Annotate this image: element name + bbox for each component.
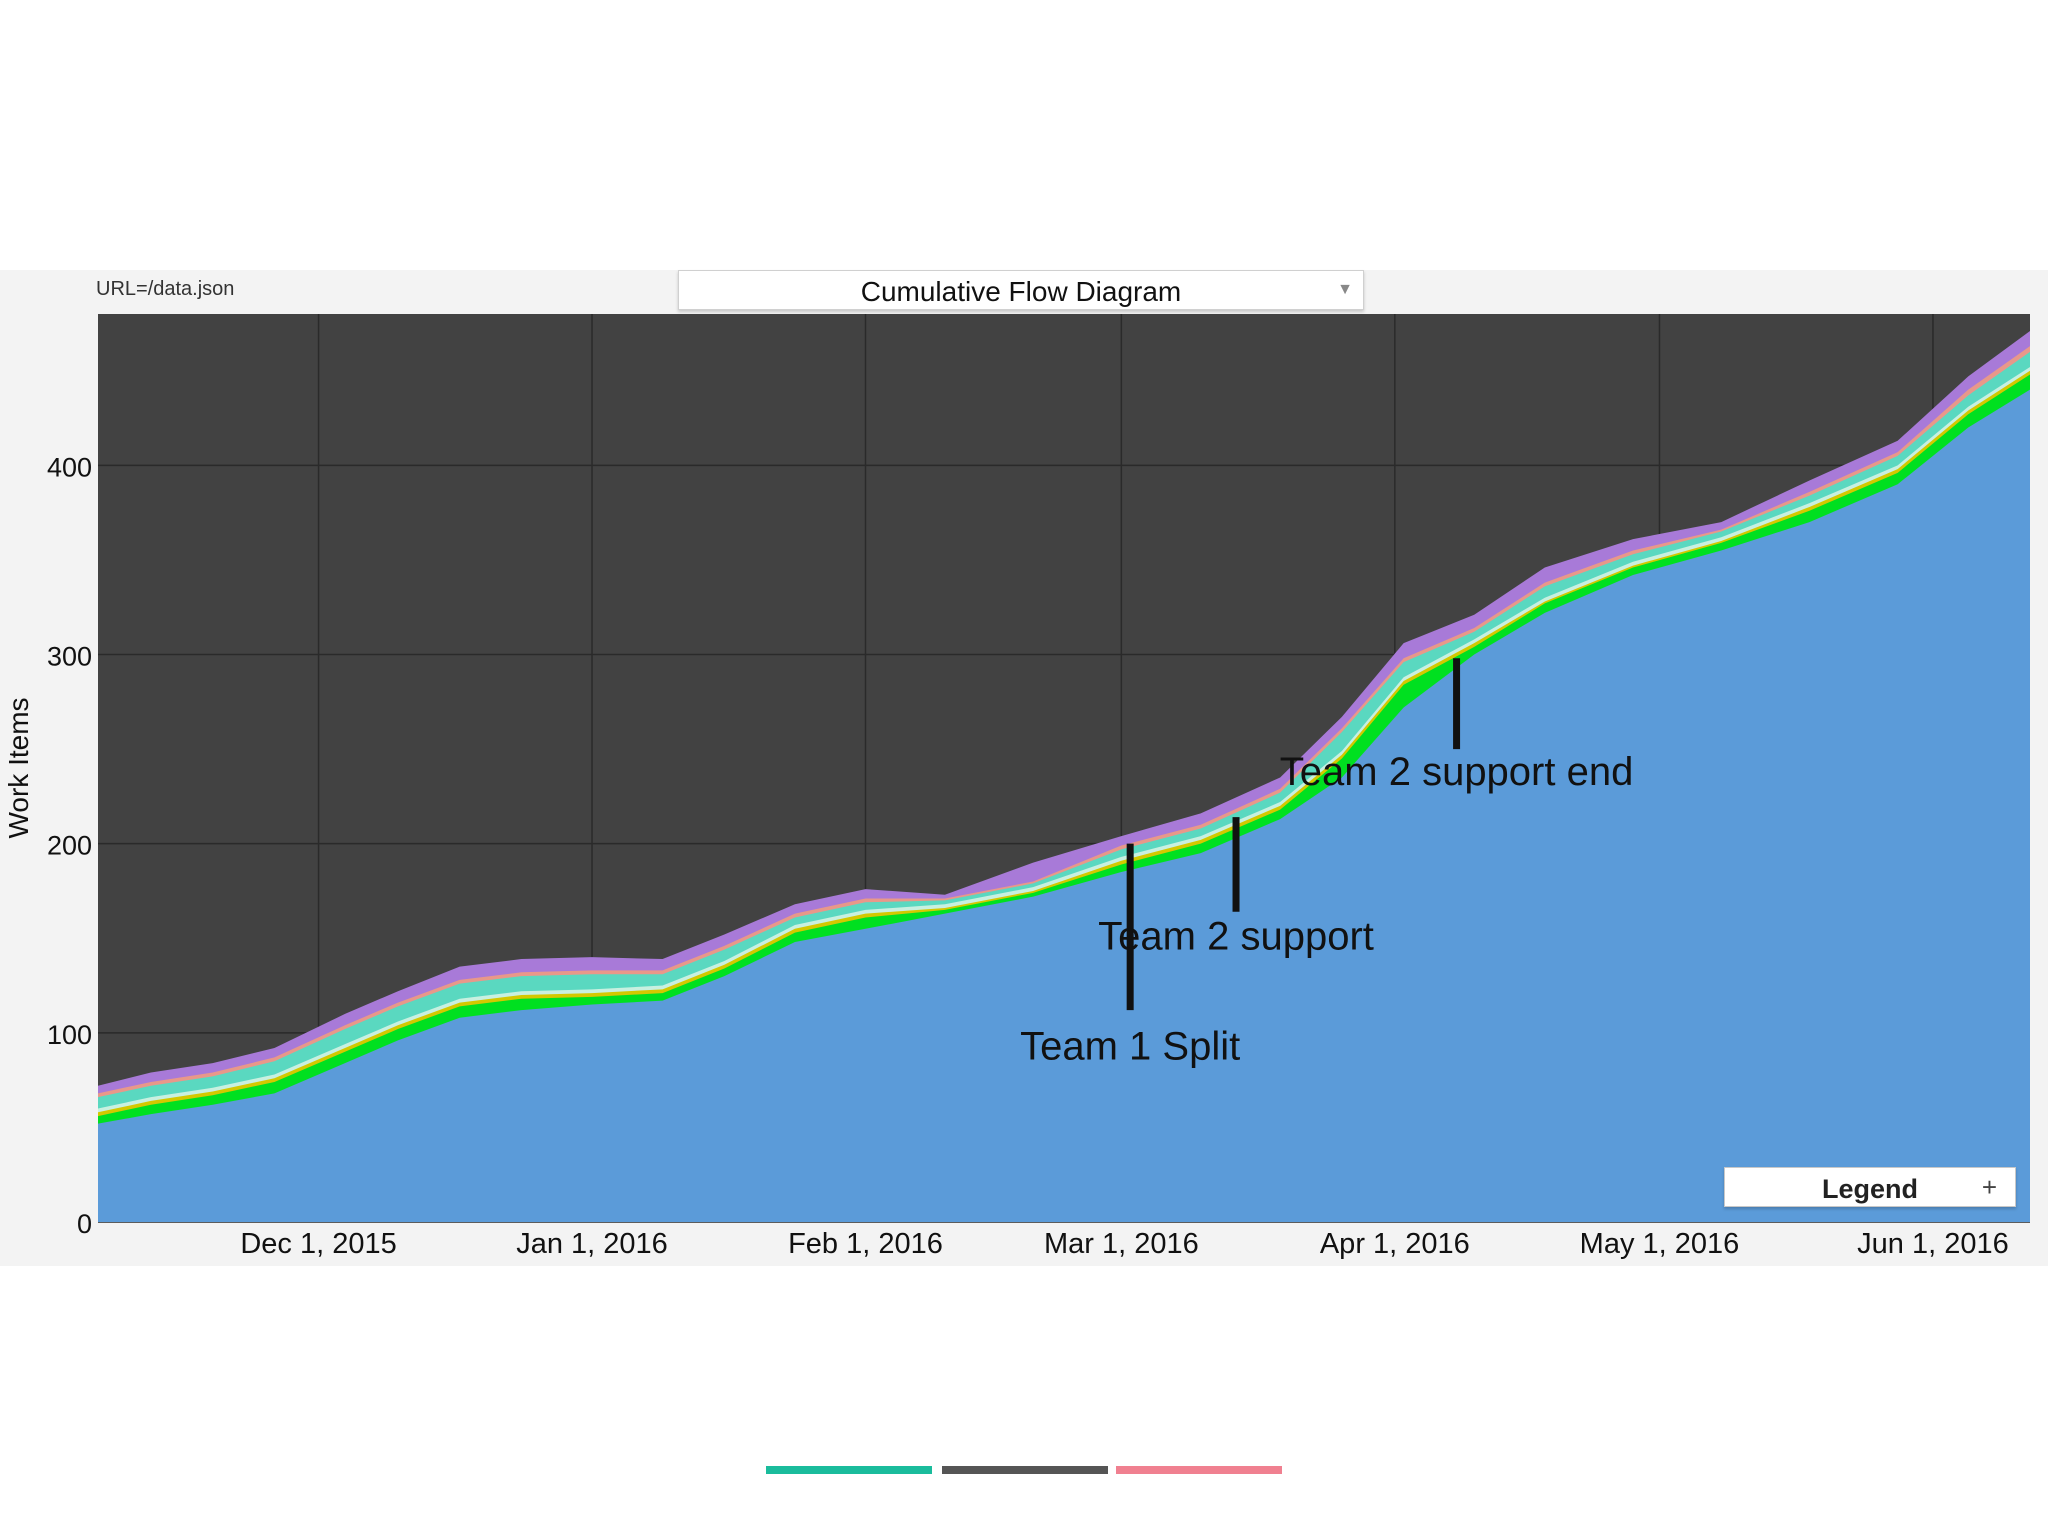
legend-label: Legend — [1821, 1174, 1918, 1204]
annotation-label: Team 1 Split — [1020, 1024, 1240, 1068]
y-tick-label: 200 — [47, 831, 92, 861]
y-tick-label: 100 — [47, 1020, 92, 1050]
x-tick-label: May 1, 2016 — [1580, 1228, 1740, 1260]
plus-icon: + — [1981, 1172, 1997, 1202]
slide-progress-bar-1 — [766, 1466, 932, 1474]
y-tick-label: 400 — [47, 452, 92, 482]
legend-toggle-button[interactable]: Legend + — [1724, 1167, 2016, 1207]
view-select-label: Cumulative Flow Diagram — [860, 276, 1182, 307]
x-tick-label: Apr 1, 2016 — [1320, 1228, 1470, 1260]
x-tick-label: Mar 1, 2016 — [1044, 1228, 1199, 1260]
x-tick-label: Jan 1, 2016 — [516, 1228, 668, 1260]
x-tick-label: Feb 1, 2016 — [788, 1228, 943, 1260]
annotation-label: Team 2 support end — [1280, 750, 1634, 794]
annotation-label: Team 2 support — [1098, 915, 1374, 959]
slide-progress-bar-2 — [942, 1466, 1108, 1474]
series-area-1 — [98, 389, 2030, 1223]
x-tick-label: Dec 1, 2015 — [240, 1228, 396, 1260]
x-tick-label: Jun 1, 2016 — [1857, 1228, 2009, 1260]
y-tick-label: 0 — [77, 1209, 92, 1239]
slide-progress-bar-3 — [1116, 1466, 1282, 1474]
y-axis-title: Work Items — [3, 697, 34, 838]
view-select-dropdown[interactable]: Cumulative Flow Diagram ▼ — [678, 270, 1364, 310]
url-label: URL=/data.json — [96, 278, 235, 300]
chevron-down-icon: ▼ — [1337, 281, 1353, 298]
y-tick-label: 300 — [47, 642, 92, 672]
